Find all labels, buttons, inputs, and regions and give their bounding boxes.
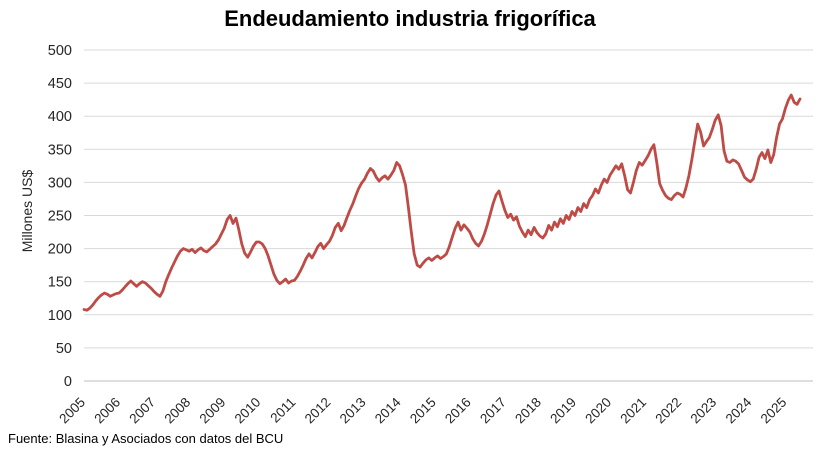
x-tick-label: 2007 bbox=[126, 395, 158, 427]
x-tick-label: 2008 bbox=[161, 395, 193, 427]
x-tick-label: 2006 bbox=[91, 395, 123, 427]
x-tick-label: 2017 bbox=[477, 395, 509, 427]
y-tick-label: 300 bbox=[48, 175, 72, 191]
x-tick-label: 2020 bbox=[582, 395, 614, 427]
data-line bbox=[82, 93, 802, 312]
y-tick-label: 100 bbox=[48, 308, 72, 324]
y-tick-label: 0 bbox=[64, 374, 72, 390]
x-tick-label: 2023 bbox=[688, 395, 720, 427]
chart-title: Endeudamiento industria frigorífica bbox=[224, 6, 596, 31]
x-tick-label: 2016 bbox=[442, 395, 474, 427]
y-tick-label: 450 bbox=[48, 76, 72, 92]
x-tick-label: 2022 bbox=[652, 395, 684, 427]
y-tick-label: 250 bbox=[48, 209, 72, 225]
y-tick-label: 200 bbox=[48, 242, 72, 258]
x-tick-label: 2013 bbox=[337, 395, 369, 427]
x-tick-label: 2011 bbox=[267, 395, 298, 426]
y-tick-label: 350 bbox=[48, 142, 72, 158]
x-tick-label: 2021 bbox=[617, 395, 649, 427]
y-tick-label: 500 bbox=[48, 43, 72, 59]
y-tick-label: 400 bbox=[48, 109, 72, 125]
y-tick-label: 50 bbox=[56, 341, 72, 357]
x-tick-label: 2014 bbox=[372, 394, 404, 426]
x-tick-label: 2025 bbox=[758, 395, 790, 427]
y-axis-title: Millones US$ bbox=[19, 169, 35, 253]
x-tick-label: 2024 bbox=[723, 394, 755, 426]
x-tick-label: 2015 bbox=[407, 395, 439, 427]
source-note: Fuente: Blasina y Asociados con datos de… bbox=[8, 431, 284, 446]
x-tick-label: 2012 bbox=[302, 395, 334, 427]
x-tick-label: 2010 bbox=[232, 395, 264, 427]
x-tick-label: 2018 bbox=[512, 395, 544, 427]
x-tick-label: 2009 bbox=[197, 395, 229, 427]
x-tick-label: 2005 bbox=[56, 395, 88, 427]
y-tick-label: 150 bbox=[48, 275, 72, 291]
x-tick-label: 2019 bbox=[547, 395, 579, 427]
